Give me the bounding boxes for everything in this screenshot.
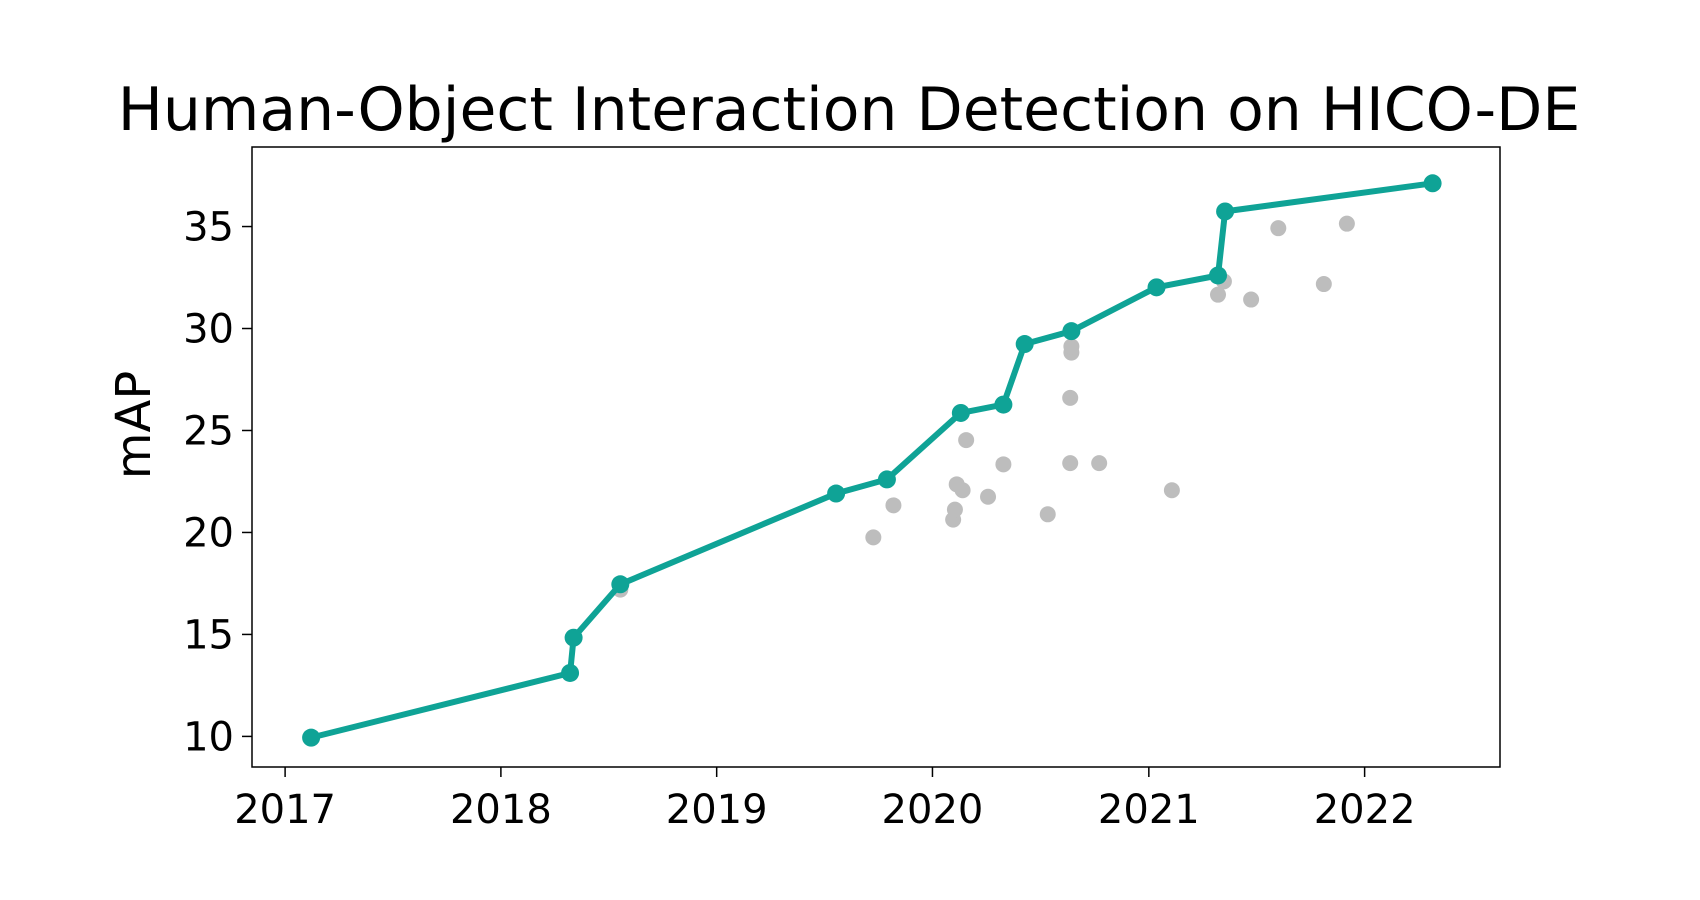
y-axis-label: mAP (106, 371, 162, 480)
scatter-point (980, 488, 997, 505)
scatter-point (885, 497, 902, 514)
frontier-point (1209, 266, 1228, 285)
frontier-point (951, 403, 970, 422)
scatter-point (1039, 506, 1056, 523)
x-tick-label: 2019 (666, 787, 768, 833)
scatter-point (1270, 220, 1287, 237)
frontier-point (827, 484, 846, 503)
plot-background (252, 147, 1500, 767)
scatter-point (1062, 389, 1079, 406)
frontier-point (1147, 278, 1166, 297)
scatter-point (995, 456, 1012, 473)
plot-frame (251, 146, 1501, 768)
frontier-point (1216, 202, 1235, 221)
scatter-point (958, 432, 975, 449)
x-tick-label: 2022 (1314, 787, 1416, 833)
frontier-point (564, 628, 583, 647)
chart-title: Human-Object Interaction Detection on HI… (118, 75, 1581, 145)
plot-area: 2017 2018 2019 2020 2021 2022 10 15 20 25 30 35 (183, 146, 1501, 833)
scatter-point (1338, 215, 1355, 232)
frontier-point (994, 395, 1013, 414)
y-tick-label: 25 (183, 408, 234, 454)
y-tick-label: 20 (183, 510, 234, 556)
scatter-point (1063, 338, 1080, 355)
x-tick-label: 2021 (1098, 787, 1200, 833)
scatter-point (1062, 455, 1079, 472)
x-tick-label: 2017 (234, 787, 336, 833)
y-tick-label: 15 (183, 612, 234, 658)
frontier-line (310, 180, 1434, 741)
scatter-point (1243, 291, 1260, 308)
y-tick-label: 10 (183, 714, 234, 760)
scatter-point (1210, 286, 1227, 303)
scatter-point (1163, 482, 1180, 499)
scatter-point (1315, 276, 1332, 293)
x-tick-label: 2018 (450, 787, 552, 833)
y-tick-label: 35 (183, 205, 234, 251)
y-tick-label: 30 (183, 307, 234, 353)
x-tick-label: 2020 (882, 787, 984, 833)
frontier-point (1062, 322, 1081, 341)
scatter-point (865, 529, 882, 546)
scatter-point (1091, 455, 1108, 472)
frontier-point (302, 728, 321, 747)
frontier-point (561, 663, 580, 682)
scatter-point (954, 482, 971, 499)
scatter-point (946, 501, 963, 518)
frontier-point (1423, 174, 1442, 193)
frontier-point (1015, 335, 1034, 354)
frontier-point (877, 470, 896, 489)
frontier-point (611, 575, 630, 594)
